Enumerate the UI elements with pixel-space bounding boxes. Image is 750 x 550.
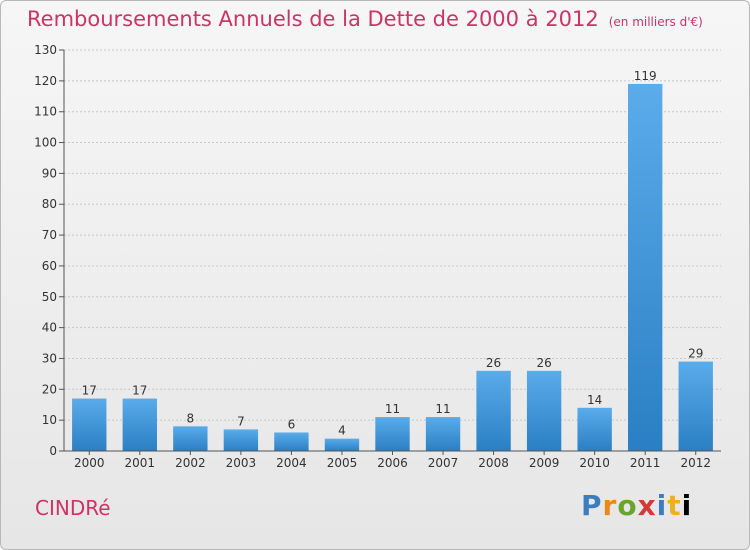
x-tick-label: 2002 [175,456,206,470]
y-tick-label: 110 [34,105,57,119]
x-tick-label: 2011 [630,456,661,470]
y-tick-label: 80 [42,197,57,211]
axis-layer: 0 10 20 30 40 50 60 70 80 90 100 110 120 130 2000 2001 2… [34,43,721,470]
bar-2012 [678,361,713,451]
y-tick-label: 30 [42,351,57,365]
x-tick-label: 2004 [276,456,307,470]
data-label-2008: 26 [486,356,501,370]
bar-2010 [577,407,612,451]
x-tick-label: 2000 [74,456,105,470]
bar-2005 [324,438,360,451]
data-label-2000: 17 [82,384,97,398]
data-label-2005: 4 [338,424,346,438]
y-tick-label: 90 [42,166,57,180]
bar-2004 [274,432,309,451]
bar-2009 [526,370,562,451]
x-tick-label: 2010 [579,456,610,470]
bar-2006 [375,417,410,451]
bar-2007 [425,417,461,451]
data-label-2002: 8 [187,411,195,425]
x-tick-label: 2003 [226,456,257,470]
y-tick-label: 50 [42,290,57,304]
data-label-2007: 11 [435,402,450,416]
place-name: CINDRé [35,496,111,520]
y-tick-label: 10 [42,413,57,427]
bar-2003 [223,429,259,451]
data-label-2011: 119 [634,69,657,83]
data-label-2006: 11 [385,402,400,416]
y-tick-label: 120 [34,74,57,88]
grid-layer [64,49,721,452]
y-tick-label: 70 [42,228,57,242]
y-tick-label: 20 [42,382,57,396]
data-label-2009: 26 [536,356,551,370]
data-label-2004: 6 [288,417,296,431]
bars-layer [72,83,713,451]
chart-title-text: Remboursements Annuels de la Dette de 20… [27,7,599,31]
x-tick-label: 2008 [478,456,509,470]
data-label-2010: 14 [587,393,602,407]
data-label-2001: 17 [132,384,147,398]
y-tick-label: 60 [42,259,57,273]
y-tick-label: 130 [34,43,57,57]
bar-2001 [122,398,157,451]
data-label-2012: 29 [688,347,703,361]
x-tick-label: 2009 [529,456,560,470]
labels-layer: 17 17 8 7 6 4 11 11 26 26 14 119 29 [82,69,704,438]
bar-2008 [476,370,511,451]
x-tick-label: 2001 [125,456,156,470]
x-tick-label: 2005 [327,456,358,470]
bar-2000 [72,398,107,451]
chart-unit: (en milliers d'€) [608,15,703,29]
bar-2011 [628,83,663,451]
proxiti-logo: Proxiti [581,489,693,522]
data-label-2003: 7 [237,414,245,428]
y-tick-label: 40 [42,321,57,335]
x-tick-label: 2007 [428,456,459,470]
bar-2002 [173,426,208,451]
chart-title: Remboursements Annuels de la Dette de 20… [27,7,703,31]
y-tick-label: 100 [34,136,57,150]
x-tick-label: 2012 [680,456,711,470]
x-tick-label: 2006 [377,456,408,470]
y-tick-label: 0 [49,444,57,458]
